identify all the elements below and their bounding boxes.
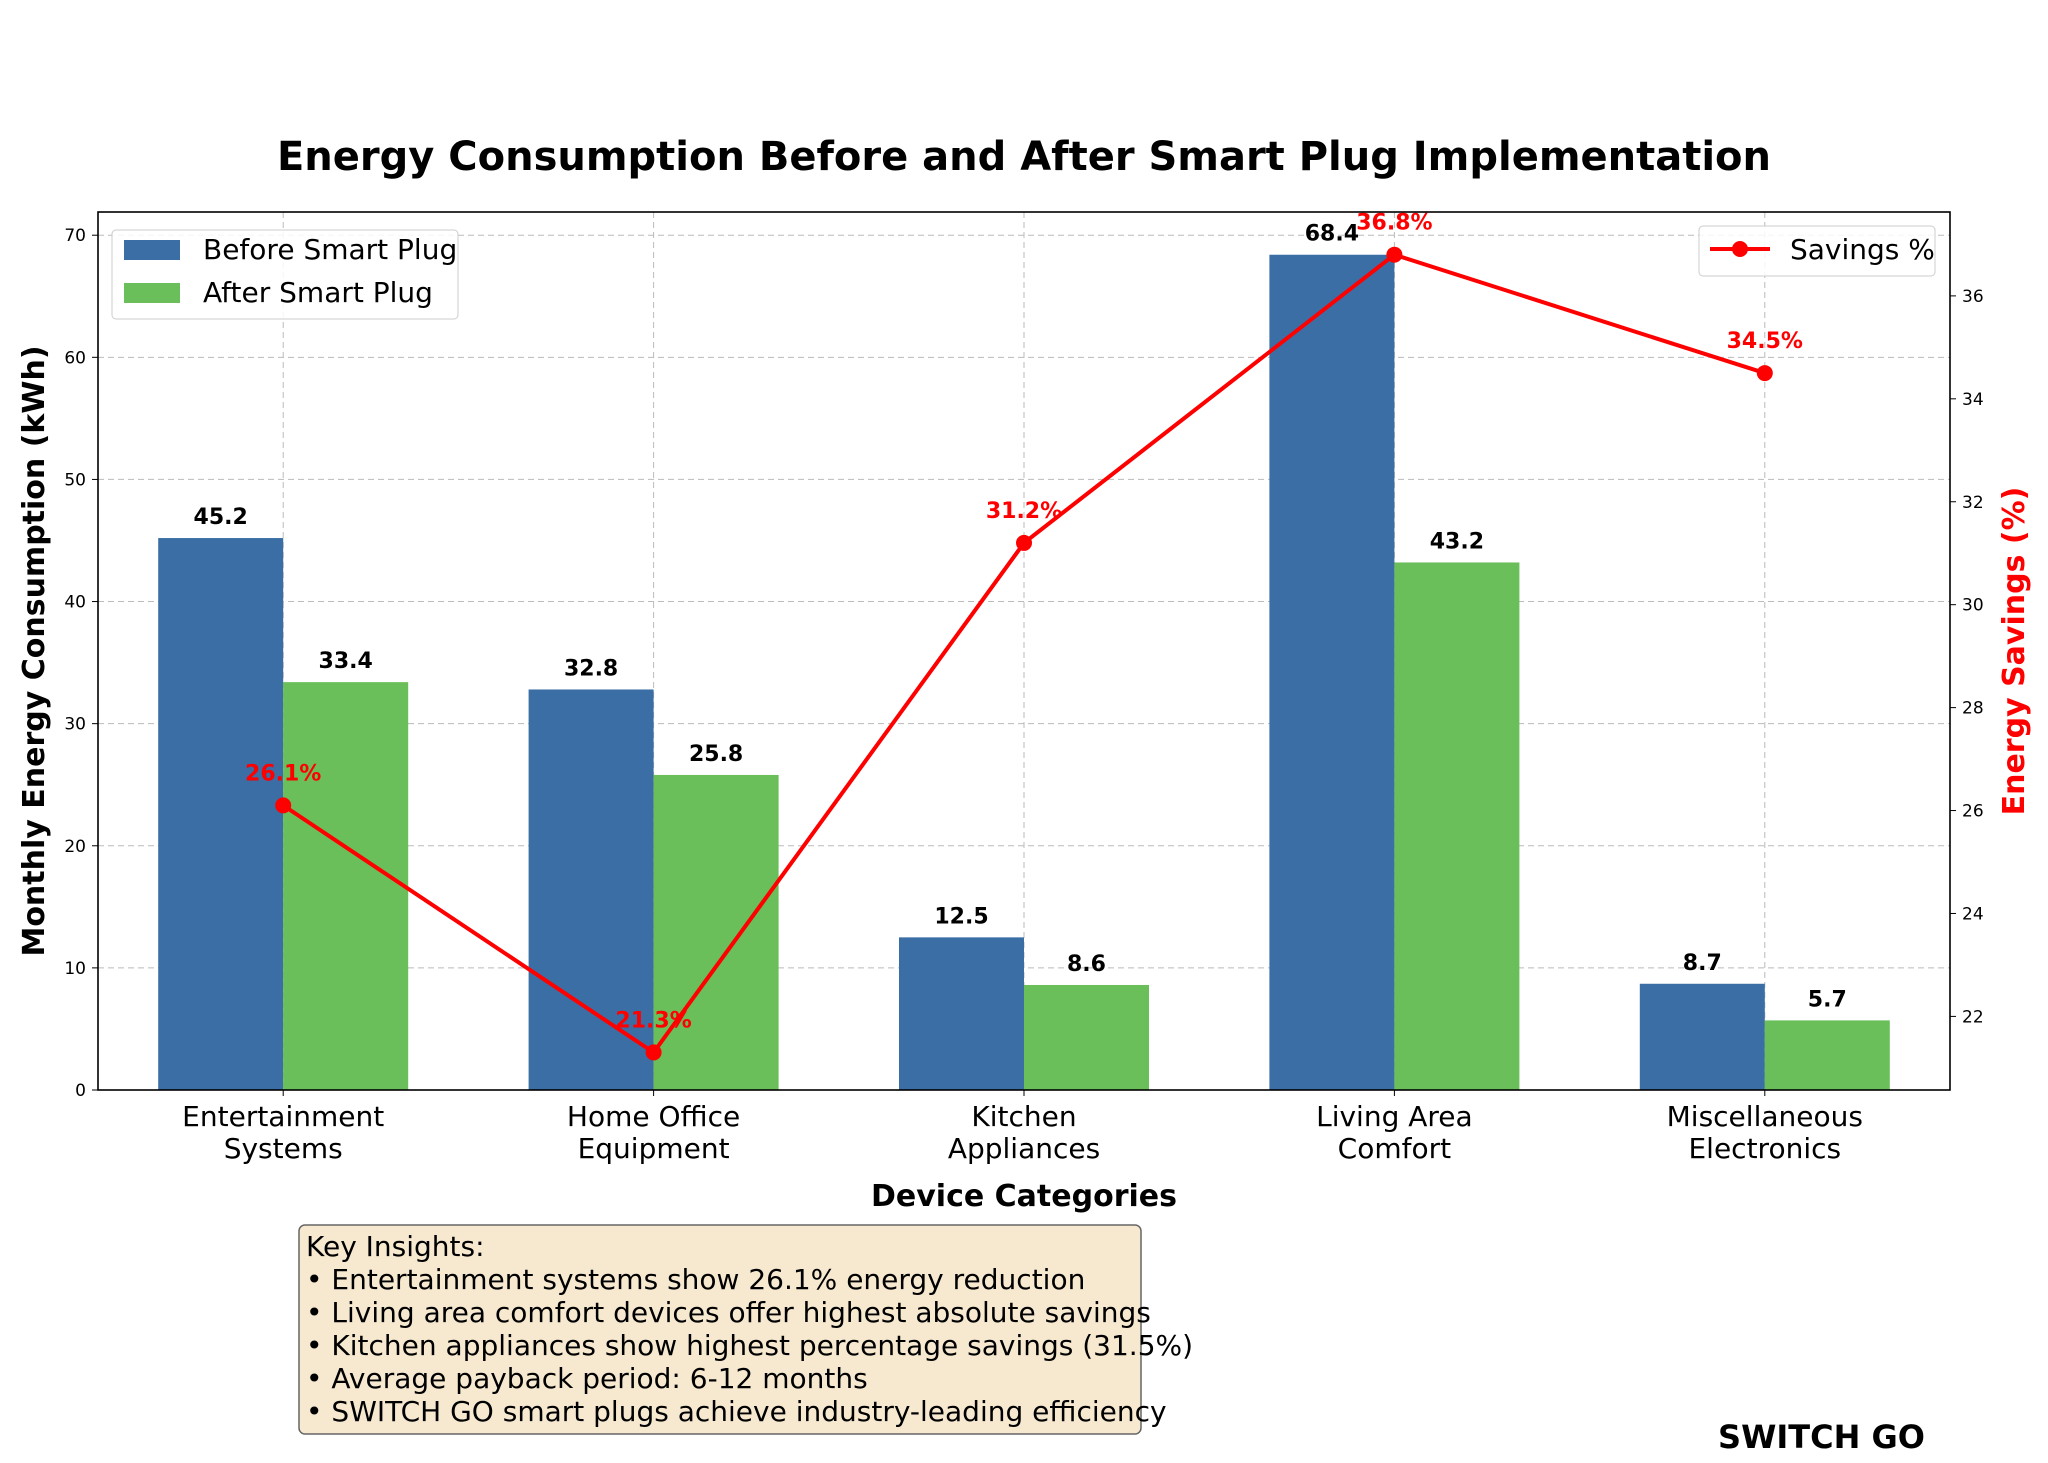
bar-value-label: 68.4 bbox=[1305, 222, 1359, 247]
bars: 45.2 32.8 12.5 68.4 8.7 33.4 25.8 8.6 43.2 5.7 bbox=[158, 222, 1890, 1090]
legend-marker-savings bbox=[1732, 241, 1748, 257]
y2-tick-label: 22 bbox=[1962, 1007, 1984, 1027]
bar-before bbox=[158, 538, 284, 1090]
bar-before bbox=[1639, 983, 1765, 1090]
bar-value-label: 8.6 bbox=[1067, 952, 1106, 977]
bar-after bbox=[283, 682, 409, 1090]
y2-axis-label: Energy Savings (%) bbox=[1997, 487, 2032, 816]
bar-after bbox=[1024, 984, 1149, 1090]
y2-tick-label: 34 bbox=[1962, 390, 1984, 410]
bar-after bbox=[1394, 562, 1520, 1090]
y2-tick-label: 36 bbox=[1962, 287, 1984, 307]
bar-after bbox=[653, 774, 779, 1090]
bar-before bbox=[899, 937, 1024, 1090]
legend-label-savings: Savings % bbox=[1790, 233, 1935, 266]
insights-title: Key Insights: bbox=[306, 1230, 485, 1263]
x-tick-label: Living Area bbox=[1316, 1100, 1473, 1133]
legend-line: Savings % bbox=[1698, 225, 1936, 277]
x-tick-label: Entertainment bbox=[182, 1100, 384, 1133]
y-tick-label: 40 bbox=[64, 593, 86, 613]
y-tick-label: 60 bbox=[64, 348, 86, 368]
y-tick-label: 0 bbox=[75, 1081, 86, 1101]
x-tick-label: Comfort bbox=[1338, 1132, 1451, 1165]
savings-line: 26.1% 21.3% 31.2% 36.8% 34.5% bbox=[245, 211, 1803, 1061]
savings-label: 26.1% bbox=[245, 761, 321, 786]
savings-point bbox=[1016, 534, 1032, 551]
bar-value-label: 8.7 bbox=[1683, 951, 1722, 976]
savings-point bbox=[275, 797, 292, 814]
y2-tick-label: 26 bbox=[1962, 802, 1984, 822]
x-tick-label: Miscellaneous bbox=[1667, 1100, 1863, 1133]
bar-before bbox=[528, 689, 654, 1090]
x-tick-label: Kitchen bbox=[971, 1100, 1076, 1133]
bar-before bbox=[1269, 254, 1395, 1090]
x-tick-label: Equipment bbox=[578, 1132, 730, 1165]
y-axis-label: Monthly Energy Consumption (kWh) bbox=[17, 345, 52, 956]
chart-title: Energy Consumption Before and After Smar… bbox=[277, 134, 1771, 180]
brand-label: SWITCH GO bbox=[1718, 1418, 1925, 1456]
bar-after bbox=[1764, 1020, 1890, 1090]
insight-line: • Living area comfort devices offer high… bbox=[306, 1296, 1151, 1329]
x-tick-label: Systems bbox=[224, 1132, 343, 1165]
insight-line: • SWITCH GO smart plugs achieve industry… bbox=[306, 1395, 1167, 1428]
legend-label-after: After Smart Plug bbox=[203, 276, 433, 309]
y-tick-label: 20 bbox=[64, 837, 86, 857]
insight-line: • Average payback period: 6-12 months bbox=[306, 1362, 868, 1395]
insights-box: Key Insights: • Entertainment systems sh… bbox=[298, 1224, 1193, 1435]
x-tick-label: Electronics bbox=[1688, 1132, 1841, 1165]
x-axis-label: Device Categories bbox=[871, 1179, 1177, 1214]
y-tick-label: 70 bbox=[64, 226, 86, 246]
y-tick-label: 10 bbox=[64, 959, 86, 979]
legend-swatch-after bbox=[124, 283, 180, 303]
savings-label: 31.2% bbox=[986, 499, 1062, 524]
legend-bars: Before Smart Plug After Smart Plug bbox=[111, 229, 459, 320]
bar-value-label: 5.7 bbox=[1808, 987, 1847, 1012]
bar-value-label: 12.5 bbox=[934, 904, 988, 929]
y2-tick-label: 24 bbox=[1962, 904, 1984, 924]
savings-label: 34.5% bbox=[1727, 329, 1803, 354]
y2-tick-label: 32 bbox=[1962, 493, 1984, 513]
savings-point bbox=[1756, 365, 1773, 382]
y2-tick-label: 30 bbox=[1962, 596, 1984, 616]
savings-point bbox=[1386, 246, 1403, 263]
bar-value-label: 32.8 bbox=[564, 656, 618, 681]
savings-label: 36.8% bbox=[1356, 211, 1432, 236]
bar-value-label: 33.4 bbox=[319, 649, 373, 674]
y-tick-label: 30 bbox=[64, 715, 86, 735]
insight-line: • Kitchen appliances show highest percen… bbox=[306, 1329, 1193, 1362]
y-tick-label: 50 bbox=[64, 470, 86, 490]
insight-line: • Entertainment systems show 26.1% energ… bbox=[306, 1263, 1085, 1296]
y2-tick-label: 28 bbox=[1962, 699, 1984, 719]
legend-swatch-before bbox=[124, 240, 180, 260]
bar-value-label: 25.8 bbox=[689, 742, 743, 767]
savings-label: 21.3% bbox=[615, 1008, 691, 1033]
savings-point bbox=[645, 1044, 662, 1061]
bar-value-label: 43.2 bbox=[1430, 529, 1484, 554]
x-tick-label: Appliances bbox=[948, 1132, 1100, 1165]
bar-value-label: 45.2 bbox=[194, 505, 248, 530]
x-tick-label: Home Office bbox=[567, 1100, 740, 1133]
axes: 0 10 20 30 40 50 60 70 22 24 26 28 30 32 34 36 Entertain… bbox=[64, 226, 1983, 1165]
legend-label-before: Before Smart Plug bbox=[203, 233, 457, 266]
